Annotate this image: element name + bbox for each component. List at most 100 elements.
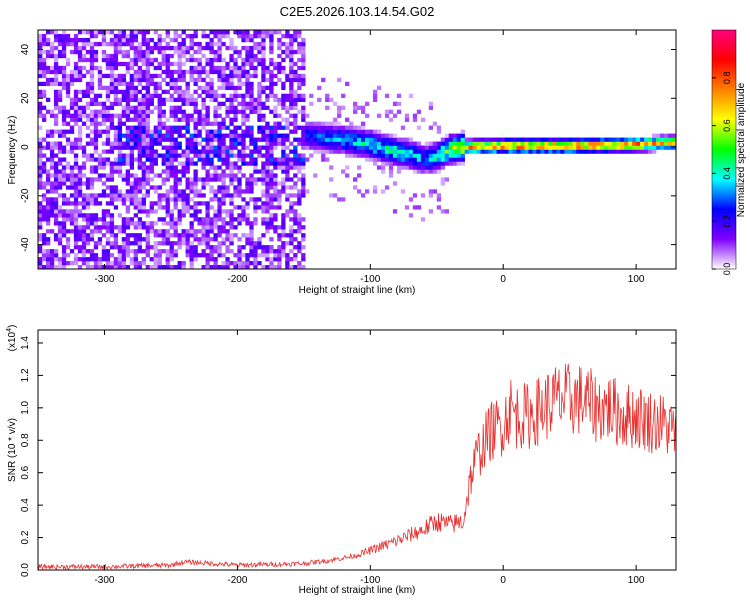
spectrogram-cell: [165, 30, 170, 35]
spectrogram-cell: [265, 185, 270, 190]
spectrogram-cell: [325, 125, 330, 130]
spectrogram-cell: [169, 217, 174, 222]
spectrogram-cell: [77, 53, 83, 59]
spectrogram-cell: [269, 57, 274, 63]
spectrogram-cell: [660, 141, 665, 146]
snr-y-axis-label: SNR (10 * v/v): [7, 418, 18, 482]
spectrogram-cell: [149, 161, 154, 166]
spectrogram-cell: [217, 177, 222, 182]
spectrogram-cell: [205, 153, 210, 158]
spectrogram-cell: [85, 37, 91, 43]
spectrogram-cell: [169, 185, 174, 190]
spectrogram-cell: [372, 189, 378, 194]
spectrogram-cell: [548, 141, 553, 146]
spectrogram-cell: [396, 145, 402, 150]
spectrogram-cell: [333, 193, 338, 198]
spectrogram-cell: [233, 141, 238, 146]
spectrogram-cell: [38, 105, 43, 110]
spectrogram-cell: [285, 33, 290, 39]
spectrogram-cell: [237, 137, 242, 142]
spectrogram-cell: [285, 193, 290, 198]
spectrogram-cell: [113, 233, 119, 238]
spectrogram-cell: [317, 121, 322, 126]
spectrogram-cell: [233, 193, 238, 198]
spectrogram-cell: [237, 149, 242, 154]
spectrogram-cell: [384, 153, 390, 158]
spectrogram-cell: [293, 209, 298, 214]
spectrogram-cell: [257, 93, 262, 99]
spectrogram-cell: [81, 65, 87, 71]
spectrogram-cell: [121, 81, 127, 87]
spectrogram-cell: [101, 109, 107, 114]
spectrogram-cell: [301, 189, 306, 194]
spectrogram-cell: [265, 165, 270, 170]
spectrogram-cell: [61, 49, 67, 55]
spectrogram-cell: [113, 89, 119, 95]
spectrogram-cell: [161, 101, 166, 106]
spectrogram-cell: [53, 265, 59, 270]
spectrogram-cell: [229, 149, 234, 154]
spectrogram-cell: [113, 41, 119, 47]
spectrogram-cell: [353, 185, 358, 190]
spectrogram-cell: [133, 261, 138, 266]
spectrogram-cell: [424, 141, 430, 146]
spectrogram-cell: [125, 237, 131, 242]
spectrogram-cell: [65, 41, 71, 47]
spectrogram-cell: [49, 181, 55, 186]
spectrogram-cell: [53, 161, 59, 166]
spectrogram-cell: [281, 213, 286, 218]
spectrogram-cell: [317, 97, 322, 102]
spectrogram-cell: [580, 141, 585, 146]
spectrogram-cell: [221, 201, 226, 206]
spectrogram-cell: [205, 213, 210, 218]
spectrogram-cell: [189, 65, 194, 71]
spectrogram-cell: [205, 89, 210, 95]
spectrogram-cell: [281, 165, 286, 170]
spectrogram-cell: [125, 85, 131, 91]
spectrogram-cell: [133, 129, 138, 134]
spectrogram-cell: [448, 161, 453, 166]
spectrogram-cell: [376, 165, 382, 170]
spectrogram-cell: [408, 197, 414, 202]
spectrogram-cell: [584, 149, 589, 154]
spectrogram-cell: [129, 157, 134, 162]
spectrogram-cell: [392, 133, 398, 138]
spectrogram-cell: [253, 241, 258, 246]
spectrogram-cell: [229, 141, 234, 146]
spectrogram-cell: [217, 201, 222, 206]
spectrogram-cell: [177, 77, 182, 83]
spectrogram-cell: [333, 101, 338, 106]
spectrogram-cell: [137, 53, 142, 59]
spectrogram-cell: [333, 149, 338, 154]
spectrogram-cell: [261, 117, 266, 122]
spectrogram-cell: [125, 249, 131, 254]
spectrogram-cell: [97, 30, 103, 35]
spectrogram-cell: [77, 117, 83, 122]
spectrogram-cell: [297, 125, 302, 130]
spectrogram-cell: [57, 141, 63, 146]
spectrogram-cell: [213, 57, 218, 63]
spectrogram-cell: [440, 141, 446, 146]
spectrogram-cell: [205, 157, 210, 162]
spectrogram-cell: [265, 245, 270, 250]
spectrogram-cell: [113, 257, 119, 262]
spectrogram-cell: [444, 153, 450, 158]
spectrogram-cell: [301, 153, 306, 158]
spectrogram-cell: [225, 185, 230, 190]
spectrogram-cell: [45, 197, 51, 202]
spectrogram-cell: [329, 193, 334, 198]
spectrogram-cell: [301, 105, 306, 110]
spectrogram-cell: [213, 33, 218, 39]
spectrogram-cell: [133, 145, 138, 150]
spectrogram-cell: [157, 105, 162, 110]
spectrogram-cell: [388, 161, 394, 166]
spectrogram-cell: [544, 145, 549, 150]
spectrogram-cell: [185, 117, 190, 122]
spectrogram-cell: [101, 245, 107, 250]
snr-y-tick-label: 0.2: [20, 530, 31, 544]
spectrogram-cell: [640, 141, 645, 146]
spectrogram-cell: [105, 105, 111, 110]
spectrogram-cell: [245, 125, 250, 130]
spectrogram-cell: [193, 137, 198, 142]
spectrogram-cell: [636, 141, 641, 146]
